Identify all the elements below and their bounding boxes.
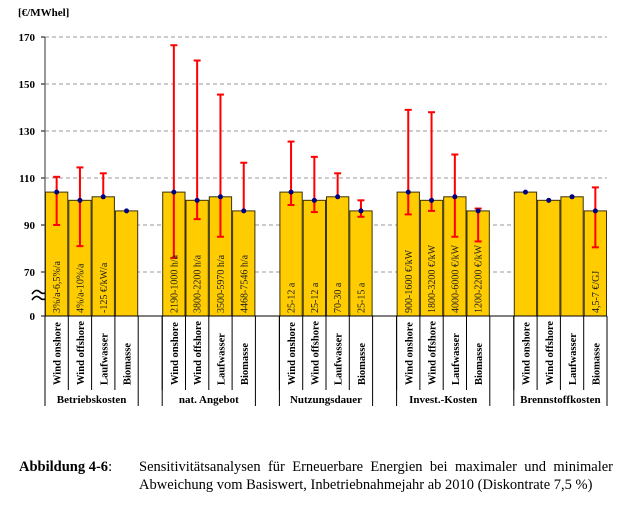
base-value-marker bbox=[194, 197, 200, 203]
bar bbox=[114, 210, 139, 317]
bar-value-label: 4,5-7 €/GJ bbox=[591, 271, 602, 313]
category-label: Biomasse bbox=[240, 343, 251, 385]
x-axis: Wind onshore Wind offshore Laufwasser Bioma… bbox=[44, 315, 608, 406]
bar-value-label: 3800-2200 h/a bbox=[193, 254, 204, 313]
bar-value-label: -125 €/kW/a bbox=[99, 262, 110, 313]
category-label: Laufwasser bbox=[99, 333, 110, 385]
base-value-marker bbox=[311, 197, 317, 203]
base-value-marker bbox=[546, 197, 552, 203]
bar-value-label: 4%/a-10%/a bbox=[75, 263, 86, 313]
category-label: Biomasse bbox=[474, 343, 485, 385]
y-tick-label: 0 bbox=[30, 311, 36, 323]
bar-value-label: 25-12 a bbox=[310, 282, 321, 313]
base-value-marker bbox=[335, 194, 341, 200]
y-tick-label: 150 bbox=[19, 79, 36, 91]
bar-value-label: 3500-5970 h/a bbox=[216, 254, 227, 313]
y-tick-label: 110 bbox=[19, 173, 35, 185]
base-value-marker bbox=[569, 194, 575, 200]
bar-value-label: 3%/a-6,5%/a bbox=[52, 261, 63, 313]
base-value-marker bbox=[358, 208, 364, 214]
base-value-marker bbox=[522, 189, 528, 195]
base-value-marker bbox=[100, 194, 106, 200]
y-tick-label: 70 bbox=[24, 267, 36, 279]
y-axis: 0 70 90 110 130 150 170 bbox=[19, 32, 51, 323]
caption-text: Sensitivitätsanalysen für Erneuerbare En… bbox=[139, 459, 613, 493]
caption-label: Abbildung 4-6: bbox=[19, 458, 112, 476]
category-label: Wind offshore bbox=[545, 321, 556, 385]
bar bbox=[560, 196, 584, 317]
category-label: Wind onshore bbox=[287, 322, 298, 385]
caption-colon: : bbox=[108, 459, 113, 475]
base-value-marker bbox=[77, 197, 83, 203]
base-value-marker bbox=[592, 208, 598, 214]
category-label: Wind offshore bbox=[76, 321, 87, 385]
y-tick-label: 90 bbox=[24, 220, 36, 232]
category-label: Wind onshore bbox=[521, 322, 532, 385]
bars: 3%/a-6,5%/a 4%/a-10%/a -125 €/kW/a 2190-100… bbox=[45, 44, 608, 317]
base-value-marker bbox=[54, 189, 60, 195]
category-label: Laufwasser bbox=[216, 333, 227, 385]
category-label: Laufwasser bbox=[451, 333, 462, 385]
bar-value-label: 2190-1000 h/a bbox=[169, 254, 180, 313]
group-label: Brennstoffkosten bbox=[520, 394, 600, 406]
group-label: Nutzungsdauer bbox=[290, 394, 362, 406]
bar bbox=[513, 191, 538, 317]
group-label: Betriebskosten bbox=[57, 394, 127, 406]
category-label: Wind onshore bbox=[53, 322, 64, 385]
category-label: Biomasse bbox=[591, 343, 602, 385]
caption-label-text: Abbildung 4-6 bbox=[19, 459, 109, 475]
category-label: Biomasse bbox=[123, 343, 134, 385]
base-value-marker bbox=[217, 194, 223, 200]
bar-value-label: 4000-6000 €/kW bbox=[450, 244, 461, 313]
bar-value-label: 4468-7546 h/a bbox=[239, 254, 250, 313]
category-label: Biomasse bbox=[357, 343, 368, 385]
y-axis-label: [€/MWhel] bbox=[18, 7, 69, 19]
bar-value-label: 900-1600 €/kW bbox=[404, 249, 415, 313]
bar-value-label: 25-12 a bbox=[287, 282, 298, 313]
y-tick-label: 130 bbox=[19, 126, 36, 138]
category-label: Wind offshore bbox=[193, 321, 204, 385]
base-value-marker bbox=[241, 208, 247, 214]
base-value-marker bbox=[429, 197, 435, 203]
base-value-marker bbox=[171, 189, 177, 195]
base-value-marker bbox=[452, 194, 458, 200]
bar bbox=[537, 199, 561, 317]
base-value-marker bbox=[405, 189, 411, 195]
bar-value-label: 70-30 a bbox=[333, 282, 344, 313]
bar-value-label: 1200-2200 €/kW bbox=[474, 244, 485, 313]
bar-value-label: 1800-3200 €/kW bbox=[427, 244, 438, 313]
category-label: Wind onshore bbox=[404, 322, 415, 385]
category-label: Wind offshore bbox=[428, 321, 439, 385]
y-tick-label: 170 bbox=[19, 32, 36, 44]
base-value-marker bbox=[124, 208, 130, 214]
group-label: Invest.-Kosten bbox=[409, 394, 477, 406]
category-label: Wind onshore bbox=[170, 322, 181, 385]
bar-value-label: 25-15 a bbox=[356, 282, 367, 313]
category-label: Laufwasser bbox=[568, 333, 579, 385]
base-value-marker bbox=[288, 189, 294, 195]
group-label: nat. Angebot bbox=[179, 394, 239, 406]
category-label: Laufwasser bbox=[334, 333, 345, 385]
sensitivity-chart: [€/MWhel] 0 70 90 110 130 150 170 3%/a-6,5%/a 4… bbox=[18, 7, 608, 406]
base-value-marker bbox=[475, 208, 481, 214]
category-label: Wind offshore bbox=[310, 321, 321, 385]
